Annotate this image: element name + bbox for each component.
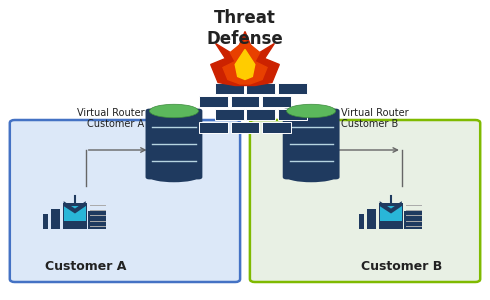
- Text: Threat
Defense: Threat Defense: [207, 9, 283, 48]
- FancyBboxPatch shape: [263, 122, 291, 133]
- Ellipse shape: [149, 104, 198, 118]
- Polygon shape: [380, 201, 402, 214]
- FancyBboxPatch shape: [199, 96, 227, 107]
- FancyBboxPatch shape: [88, 211, 106, 229]
- Polygon shape: [211, 32, 279, 86]
- FancyBboxPatch shape: [50, 209, 60, 229]
- FancyBboxPatch shape: [230, 122, 260, 133]
- FancyBboxPatch shape: [64, 206, 86, 221]
- FancyBboxPatch shape: [379, 203, 403, 229]
- Polygon shape: [223, 40, 267, 84]
- FancyBboxPatch shape: [199, 122, 227, 133]
- FancyBboxPatch shape: [250, 120, 480, 282]
- FancyBboxPatch shape: [230, 96, 260, 107]
- FancyBboxPatch shape: [404, 211, 422, 229]
- FancyBboxPatch shape: [215, 109, 244, 120]
- Text: Customer B: Customer B: [361, 260, 442, 273]
- Ellipse shape: [287, 104, 336, 118]
- FancyBboxPatch shape: [278, 83, 307, 94]
- FancyBboxPatch shape: [246, 109, 275, 120]
- Ellipse shape: [287, 172, 336, 182]
- FancyBboxPatch shape: [278, 109, 307, 120]
- FancyBboxPatch shape: [63, 203, 87, 229]
- FancyBboxPatch shape: [380, 206, 402, 221]
- FancyBboxPatch shape: [283, 109, 340, 179]
- Text: Virtual Router
Customer B: Virtual Router Customer B: [341, 108, 408, 129]
- Ellipse shape: [149, 172, 198, 182]
- FancyBboxPatch shape: [367, 209, 376, 229]
- FancyBboxPatch shape: [263, 96, 291, 107]
- FancyBboxPatch shape: [43, 214, 48, 229]
- FancyBboxPatch shape: [146, 109, 202, 179]
- Polygon shape: [235, 50, 255, 80]
- FancyBboxPatch shape: [10, 120, 240, 282]
- FancyBboxPatch shape: [359, 214, 364, 229]
- FancyBboxPatch shape: [215, 83, 244, 94]
- Text: Customer A: Customer A: [45, 260, 126, 273]
- FancyBboxPatch shape: [246, 83, 275, 94]
- Text: Virtual Router
Customer A: Virtual Router Customer A: [77, 108, 145, 129]
- Polygon shape: [64, 201, 86, 214]
